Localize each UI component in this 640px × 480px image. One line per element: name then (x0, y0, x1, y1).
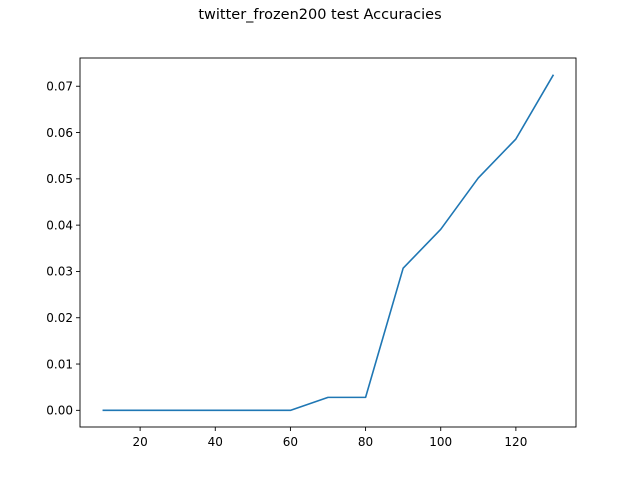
y-tick-label: 0.06 (46, 126, 73, 140)
x-tick-label: 120 (504, 435, 527, 449)
x-tick-label: 100 (429, 435, 452, 449)
y-tick-label: 0.02 (46, 311, 73, 325)
y-tick-label: 0.03 (46, 265, 73, 279)
y-tick-label: 0.04 (46, 218, 73, 232)
y-tick-label: 0.00 (46, 404, 73, 418)
x-tick-label: 20 (132, 435, 147, 449)
y-tick-label: 0.07 (46, 80, 73, 94)
axes: 20 40 60 80 100 120 0.00 0.01 0.02 0.03 0.04 0.05 0.… (46, 57, 577, 449)
chart-title: twitter_frozen200 test Accuracies (198, 7, 442, 23)
axes-frame (79, 57, 577, 428)
x-tick-label: 40 (208, 435, 223, 449)
x-tick-label: 60 (283, 435, 298, 449)
y-tick-label: 0.05 (46, 172, 73, 186)
y-tick-label: 0.01 (46, 357, 73, 371)
x-tick-label: 80 (358, 435, 373, 449)
series-line-0 (102, 74, 555, 412)
